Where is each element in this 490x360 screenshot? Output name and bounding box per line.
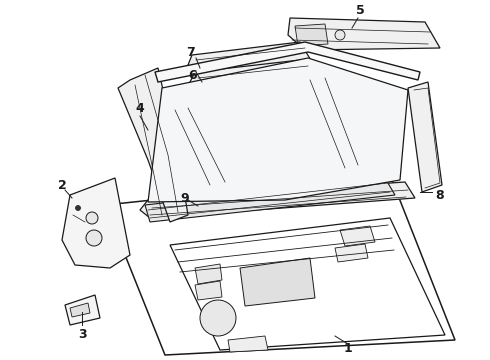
Circle shape [86, 230, 102, 246]
Polygon shape [170, 218, 445, 350]
Polygon shape [62, 178, 130, 268]
Polygon shape [190, 60, 312, 92]
Polygon shape [288, 18, 440, 50]
Text: 4: 4 [136, 102, 145, 114]
Polygon shape [65, 295, 100, 325]
Circle shape [86, 212, 98, 224]
Circle shape [200, 300, 236, 336]
Polygon shape [195, 264, 222, 284]
Polygon shape [228, 336, 268, 352]
Text: 2: 2 [58, 179, 66, 192]
Polygon shape [145, 178, 395, 222]
Polygon shape [408, 82, 442, 192]
Polygon shape [280, 158, 388, 180]
Polygon shape [240, 258, 315, 306]
Polygon shape [188, 42, 312, 72]
Text: 3: 3 [78, 328, 86, 342]
Polygon shape [155, 42, 420, 82]
Polygon shape [148, 58, 408, 202]
Text: 7: 7 [186, 45, 195, 59]
Polygon shape [340, 226, 375, 246]
Text: 1: 1 [343, 342, 352, 355]
Text: 6: 6 [189, 68, 197, 81]
Circle shape [75, 206, 80, 211]
Polygon shape [335, 244, 368, 262]
Circle shape [335, 30, 345, 40]
Polygon shape [140, 182, 415, 218]
Text: 8: 8 [436, 189, 444, 202]
Polygon shape [118, 68, 188, 222]
Text: 9: 9 [181, 192, 189, 204]
Polygon shape [70, 303, 90, 317]
Text: 5: 5 [356, 4, 365, 17]
Polygon shape [295, 24, 328, 46]
Polygon shape [195, 281, 222, 300]
Polygon shape [105, 175, 455, 355]
